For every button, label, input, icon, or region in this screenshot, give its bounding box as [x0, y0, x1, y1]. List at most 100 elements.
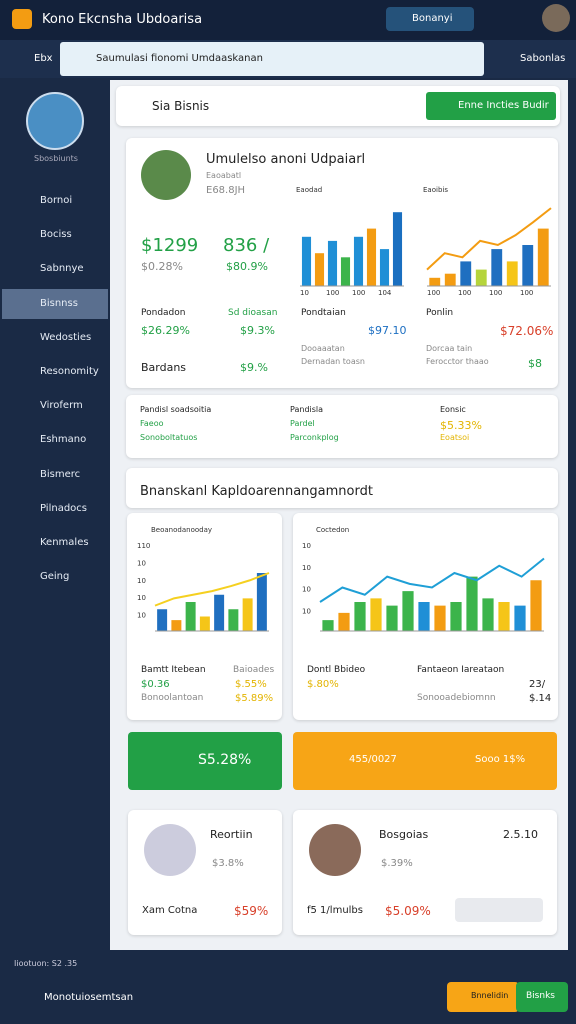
bar — [506, 261, 518, 286]
search-text: Saumulasi fionomi Umdaaskanan — [96, 53, 263, 64]
nav-item[interactable]: Wedosties — [40, 331, 92, 343]
nav-item[interactable]: Resonomity — [40, 366, 99, 377]
nav-item[interactable]: Pilnadocs — [40, 502, 88, 514]
stat: $80.9% — [226, 260, 268, 273]
bar — [242, 598, 253, 631]
button-label: Bisnks — [526, 991, 555, 1001]
nav-item[interactable]: Bornoi — [40, 195, 73, 206]
chart-title: Beoanodanooday — [151, 526, 212, 534]
stat: $0.36 — [141, 679, 170, 690]
y-tick-label: 10 — [137, 612, 146, 620]
tile-value: 455/0027 — [349, 754, 397, 765]
bar — [340, 257, 351, 286]
stat: $97.10 — [368, 324, 407, 337]
tab-bar: Sia Bisnis Enne Incties Budir — [116, 86, 560, 126]
label: Baioades — [233, 665, 275, 675]
button-orange[interactable]: Bnnelidin — [447, 982, 519, 1012]
tile-value: S5.28% — [198, 752, 252, 768]
bar — [491, 249, 503, 286]
stat: $9.% — [240, 361, 268, 374]
label: Pondadon — [141, 308, 186, 318]
nav-item[interactable]: Bismerc — [40, 468, 81, 480]
stat: $.55% — [235, 679, 267, 690]
nav-item[interactable]: Geing — [40, 571, 70, 583]
bar — [370, 598, 382, 631]
stat: $0.28% — [141, 260, 183, 273]
nav-item[interactable]: Kenmales — [40, 537, 89, 548]
person-photo — [144, 824, 196, 876]
y-tick-label: 10 — [302, 607, 311, 615]
x-tick-label: 100 — [352, 289, 365, 297]
label: Ponlin — [426, 308, 454, 318]
chart-title: Eaoibis — [423, 186, 448, 194]
tab-title[interactable]: Sia Bisnis — [152, 99, 210, 113]
bar — [185, 602, 196, 631]
bar — [322, 620, 334, 631]
row-text: Eoatsoi — [440, 433, 470, 442]
button-label: Bnnelidin — [471, 991, 509, 1000]
dropdown[interactable]: Bonanyi — [386, 7, 474, 31]
x-tick-label: 10 — [300, 289, 309, 297]
orange-tile[interactable]: 455/0027 Sooo 1$% — [293, 732, 557, 790]
x-tick-label: 104 — [378, 289, 392, 297]
stat: $.14 — [529, 693, 552, 704]
section-card: Bnanskanl Kapldoarennangamnordt — [126, 468, 558, 508]
y-tick-label: 110 — [137, 542, 150, 550]
row-text: Parconkplog — [290, 433, 339, 442]
controls[interactable] — [455, 898, 543, 922]
y-tick-label: 10 — [302, 586, 311, 594]
stat: $.39% — [381, 858, 413, 869]
bar — [301, 236, 312, 286]
x-tick-label: 100 — [520, 289, 533, 297]
stat: $72.06% — [500, 324, 554, 338]
stat: $1299 — [141, 235, 199, 256]
bar — [199, 616, 210, 631]
bar — [522, 245, 534, 286]
y-tick-label: 10 — [137, 559, 146, 567]
chart-title: Eaodad — [296, 186, 322, 194]
nav-item[interactable]: Bociss — [40, 229, 72, 241]
x-tick-label: 100 — [326, 289, 339, 297]
bar — [475, 269, 487, 286]
y-tick-label: 10 — [302, 542, 311, 550]
bar — [402, 591, 414, 631]
button-green[interactable]: Bisnks — [516, 982, 568, 1012]
nav-item[interactable]: Viroferm — [40, 400, 83, 412]
stat: $5.09% — [385, 904, 431, 918]
bar — [314, 253, 325, 286]
bar — [171, 620, 182, 631]
nav-item[interactable]: Bisnnss — [40, 297, 78, 309]
person-photo — [309, 824, 361, 876]
label: Dontl Bbideo — [307, 665, 366, 675]
avatar[interactable] — [542, 4, 570, 32]
stat: 2.5.10 — [503, 828, 538, 841]
footer-label: Monotuiosemtsan — [44, 992, 134, 1003]
y-tick-label: 10 — [137, 594, 146, 602]
search-box[interactable]: Saumulasi fionomi Umdaaskanan — [60, 42, 484, 76]
tile-value: Sooo 1$% — [475, 754, 526, 765]
row-text: Pandisla — [290, 405, 324, 414]
bar — [379, 249, 390, 286]
summary-image — [141, 150, 191, 200]
active-highlight — [2, 288, 108, 319]
bar — [354, 602, 366, 631]
label: Ferocctor thaao — [426, 357, 489, 366]
button-label: Enne Incties Budir — [458, 100, 549, 111]
label: Xam Cotna — [142, 905, 198, 916]
label: Pondtaian — [301, 308, 346, 318]
nav-item[interactable]: Sabnnye — [40, 263, 84, 275]
user-name[interactable]: Sabonlas — [520, 53, 566, 64]
bar — [214, 594, 225, 631]
x-tick-label: 100 — [489, 289, 502, 297]
status: Iiootuon: S2 .35 — [14, 959, 78, 968]
stat: $59% — [234, 904, 269, 918]
bar — [450, 602, 462, 631]
home[interactable]: Ebx — [34, 53, 53, 64]
x-tick-label: 100 — [427, 289, 440, 297]
bar — [418, 602, 430, 631]
primary-button[interactable]: Enne Incties Budir — [426, 92, 556, 120]
green-tile[interactable]: S5.28% — [128, 732, 282, 790]
nav-item[interactable]: Eshmano — [40, 434, 87, 446]
